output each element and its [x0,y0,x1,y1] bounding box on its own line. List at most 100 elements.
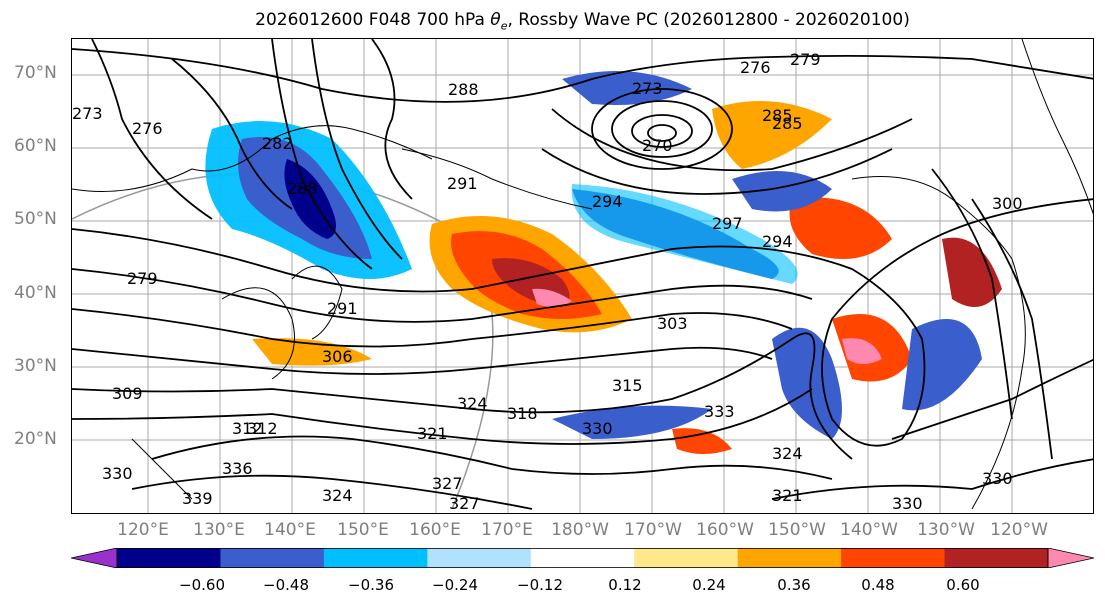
shade-neg-asia-deep [284,159,336,239]
contour-label: 321 [772,486,803,505]
shade-neg-south [552,405,712,439]
colorbar-segment [737,548,842,568]
colorbar-tick-labels: −0.60 −0.48 −0.36 −0.24 −0.12 0.12 0.24 … [0,576,1105,596]
colorbar-svg [70,547,1095,569]
contour-label: 273 [632,79,663,98]
shade-pos-north [712,101,832,169]
contour-label: 276 [740,58,771,77]
contour-label: 330 [892,494,923,513]
contour-label: 276 [132,119,163,138]
colorbar-tick: −0.60 [179,576,225,594]
lon-label-180w: 180°W [551,520,609,540]
title-suffix: , Rossby Wave PC (2026012800 - 202602010… [507,10,910,30]
lat-label-60n: 60°N [14,136,57,156]
contour-label: 291 [447,174,478,193]
colorbar-tick: 0.12 [608,576,642,594]
colorbar-segment [841,548,946,568]
contour-label: 309 [112,384,143,403]
colorbar-segment [220,548,325,568]
colorbar-segment [944,548,1049,568]
title-prefix: 2026012600 F048 700 hPa [255,10,491,30]
colorbar-segment [427,548,532,568]
colorbar-tick: −0.12 [517,576,563,594]
contour-label: 294 [592,192,623,211]
colorbar-segment [530,548,635,568]
lon-label-170w: 170°W [624,520,682,540]
contour-label-group: 279 276 273 288 285 276 282 273 270 288 … [72,50,1023,513]
title-subscript: e [500,19,508,33]
lon-label-120w: 120°W [990,520,1048,540]
theta-e-contours [72,39,1093,510]
contour-label: 285 [772,114,803,133]
lat-label-30n: 30°N [14,356,57,376]
lat-label-70n: 70°N [14,63,57,83]
contour-label: 300 [992,194,1023,213]
figure-title: 2026012600 F048 700 hPa θe, Rossby Wave … [0,10,1105,32]
shade-neg-band-light [571,184,798,284]
contour-label: 282 [262,134,293,153]
colorbar-tick: 0.24 [692,576,726,594]
coastlines [72,39,1093,510]
lat-label-50n: 50°N [14,209,57,229]
lon-label-140e: 140°E [264,520,316,540]
contour-label: 303 [657,314,688,333]
colorbar-extend-min [70,547,118,569]
contour-label: 297 [712,214,743,233]
colorbar-tick: 0.36 [777,576,811,594]
longitude-labels: 120°E 130°E 140°E 150°E 160°E 170°E 180°… [0,520,1105,544]
colorbar-tick: −0.48 [263,576,309,594]
contour-label: 312 [247,419,278,438]
title-theta-symbol: θ [490,10,501,30]
map-canvas: 279 276 273 288 285 276 282 273 270 288 … [72,39,1093,513]
contour-label: 312 [232,419,263,438]
shade-pos-pacific-peak [532,288,572,307]
contour-label: 288 [448,80,479,99]
shade-neg-east [772,327,842,439]
contour-label: 318 [507,404,538,423]
lon-label-150e: 150°E [337,520,389,540]
contour-label: 306 [322,347,353,366]
shade-neg-north [562,71,692,105]
map-panel: 279 276 273 288 285 276 282 273 270 288 … [71,38,1094,514]
contour-label: 279 [790,50,821,69]
lon-label-150w: 150°W [768,520,826,540]
contour-label: 288 [287,179,318,198]
contour-label: 333 [704,402,735,421]
shade-pos-japan [252,338,372,366]
shade-pos-south [672,428,732,454]
colorbar-tick: 0.48 [861,576,895,594]
contour-label: 321 [417,424,448,443]
contour-label: 336 [222,459,253,478]
contour-label: 330 [582,419,613,438]
colorbar-tick: −0.24 [432,576,478,594]
lon-label-160w: 160°W [696,520,754,540]
shade-neg-coast [902,319,982,411]
lon-label-130w: 130°W [917,520,975,540]
colorbar-extend-max [1047,547,1095,569]
contour-label: 285 [762,106,793,125]
lon-label-170e: 170°E [481,520,533,540]
lat-label-20n: 20°N [14,429,57,449]
lon-label-160e: 160°E [409,520,461,540]
lon-label-130e: 130°E [193,520,245,540]
colorbar [70,547,1095,569]
colorbar-segment [117,548,221,568]
contour-label: 339 [182,489,213,508]
lon-label-140w: 140°W [840,520,898,540]
contour-label: 330 [982,469,1013,488]
lat-label-40n: 40°N [14,283,57,303]
contour-label: 327 [449,494,480,513]
contour-label: 324 [457,394,488,413]
shade-pos-coast [942,237,1002,307]
colorbar-segment [634,548,739,568]
contour-label: 324 [322,486,353,505]
shade-pos-gulf [789,197,892,259]
colorbar-tick: 0.60 [946,576,980,594]
contour-label: 330 [102,464,133,483]
shade-pos-east-peak [842,338,882,364]
contour-label: 279 [127,269,158,288]
contour-label: 291 [327,299,358,318]
lon-label-120e: 120°E [117,520,169,540]
contour-label: 294 [762,232,793,251]
colorbar-segment [323,548,428,568]
